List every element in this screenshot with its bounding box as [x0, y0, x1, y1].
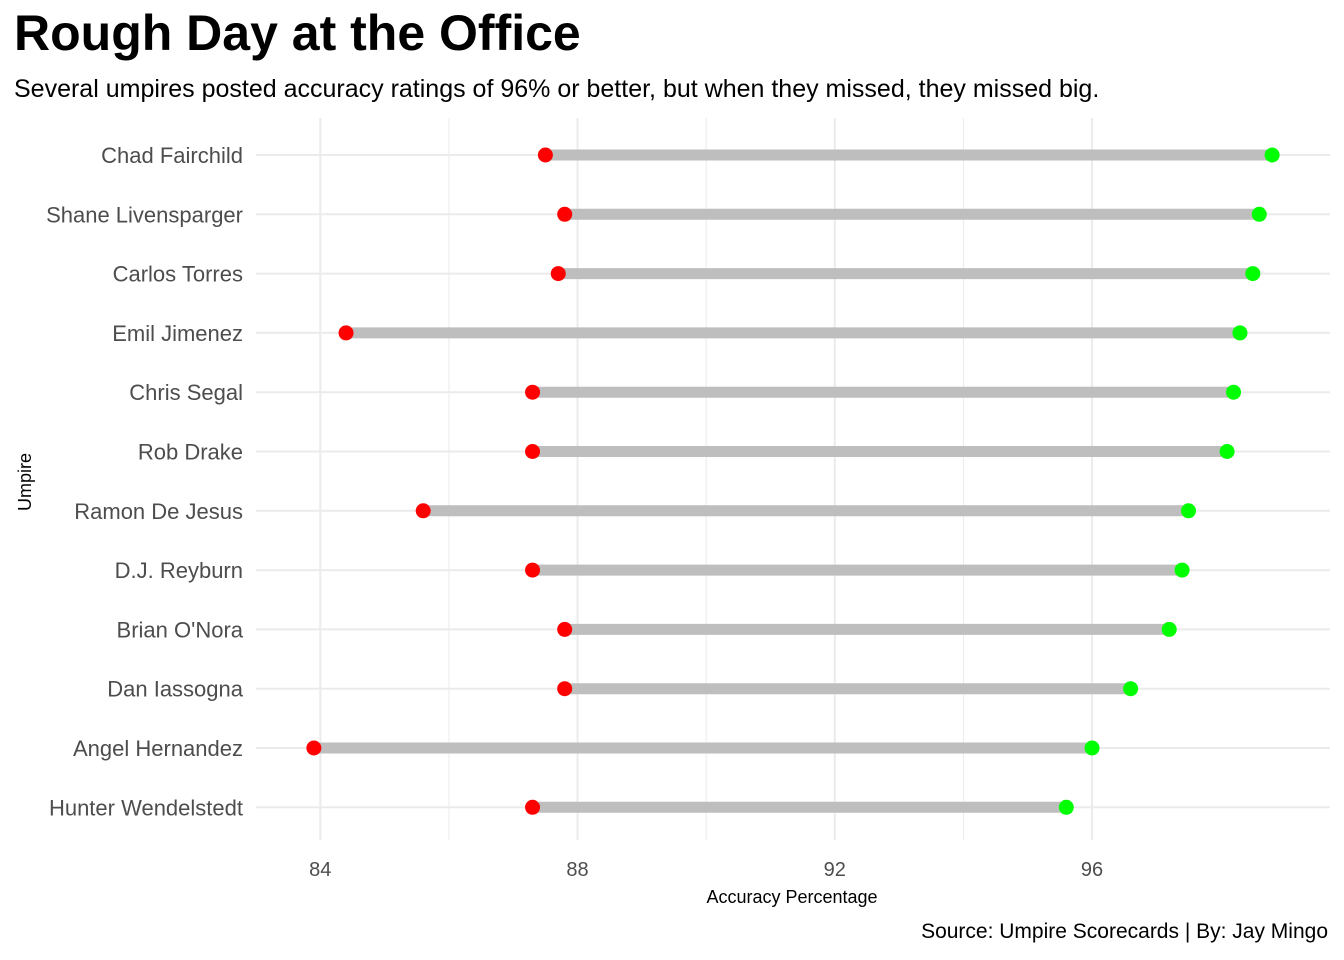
x-tick-label: 84 [309, 859, 331, 881]
range-segments [313, 149, 1273, 813]
high-point [1245, 266, 1261, 282]
low-point [525, 384, 541, 400]
low-point [550, 266, 566, 282]
low-point [415, 503, 431, 519]
x-tick-label: 96 [1081, 859, 1103, 881]
y-tick-label: D.J. Reyburn [115, 558, 243, 583]
low-point [537, 147, 553, 163]
y-tick-label: Hunter Wendelstedt [49, 795, 243, 820]
y-tick-label: Brian O'Nora [117, 617, 244, 642]
y-tick-label: Carlos Torres [113, 262, 243, 287]
y-axis-label: Umpire [15, 453, 35, 511]
low-point [338, 325, 354, 341]
high-point [1181, 503, 1197, 519]
y-tick-label: Emil Jimenez [112, 321, 243, 346]
low-point [525, 562, 541, 578]
y-tick-label: Shane Livensparger [46, 202, 243, 227]
y-axis-tick-labels: Chad Fairchild Shane Livensparger Carlos T… [46, 143, 244, 820]
high-point [1123, 681, 1139, 697]
data-points [306, 147, 1280, 815]
low-point [557, 681, 573, 697]
high-point [1058, 799, 1074, 815]
high-point [1219, 444, 1235, 459]
y-tick-label: Chad Fairchild [101, 143, 243, 168]
chart-caption: Source: Umpire Scorecards | By: Jay Ming… [921, 920, 1328, 943]
y-tick-label: Dan Iassogna [107, 677, 244, 702]
y-tick-label: Ramon De Jesus [74, 499, 243, 524]
high-point [1251, 206, 1267, 222]
chart-subtitle: Several umpires posted accuracy ratings … [14, 75, 1100, 103]
high-point [1161, 621, 1177, 637]
high-point [1232, 325, 1248, 341]
high-point [1264, 147, 1280, 163]
chart-title: Rough Day at the Office [14, 5, 581, 61]
low-point [525, 444, 541, 459]
low-point [306, 740, 322, 756]
low-point [557, 206, 573, 222]
high-point [1174, 562, 1190, 578]
x-tick-label: 88 [566, 859, 588, 881]
x-tick-label: 92 [824, 859, 846, 881]
high-point [1084, 740, 1100, 756]
low-point [525, 799, 541, 815]
x-axis-tick-labels: 84 88 92 96 [309, 859, 1103, 881]
x-axis-label: Accuracy Percentage [706, 887, 877, 907]
grid-lines [256, 118, 1330, 840]
low-point [557, 621, 573, 637]
y-tick-label: Chris Segal [129, 380, 243, 405]
high-point [1226, 384, 1242, 400]
y-tick-label: Rob Drake [138, 440, 243, 465]
y-tick-label: Angel Hernandez [73, 736, 243, 761]
